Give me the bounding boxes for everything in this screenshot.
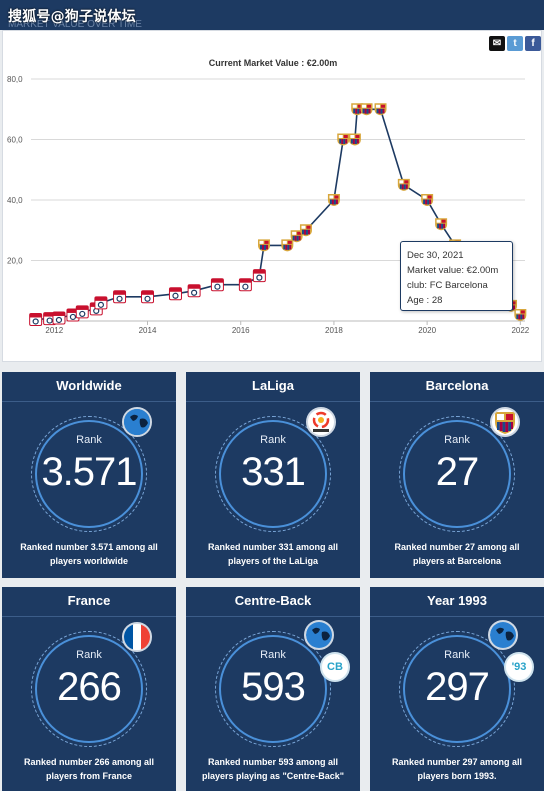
section-heading: MARKET VALUE OVER TIME <box>8 19 142 30</box>
laliga-logo-icon <box>306 407 336 437</box>
market-value-chart: 20,0 40,0 60,0 80,0 2012 2014 2016 2018 2020 2022 <box>7 75 530 335</box>
twitter-icon[interactable]: t <box>507 36 523 51</box>
chart-title: Current Market Value : €2.00m <box>208 58 338 68</box>
data-point <box>514 308 527 321</box>
x-tick-label: 2018 <box>325 326 343 335</box>
rank-ring <box>399 631 515 747</box>
data-point <box>52 311 66 325</box>
data-point <box>299 224 312 237</box>
rank-ring <box>31 631 147 747</box>
rank-ring <box>399 416 515 532</box>
data-point <box>348 133 361 146</box>
rank-card-worldwide: Worldwide Rank 3.571 Ranked number 3.571… <box>2 372 176 578</box>
data-point <box>327 194 340 206</box>
y-tick-label: 60,0 <box>7 136 23 145</box>
rank-ring <box>215 416 331 532</box>
data-point <box>94 296 108 310</box>
data-point <box>238 278 252 292</box>
y-tick-label: 40,0 <box>7 196 23 205</box>
position-badge: CB <box>320 652 350 682</box>
rank-description: Ranked number 266 among all players from… <box>23 757 155 781</box>
rank-value: 297 <box>425 665 490 709</box>
tooltip-market-value: Market value: €2.00m <box>407 265 499 276</box>
data-point <box>281 239 294 252</box>
france-flag-icon <box>122 622 152 652</box>
rank-card-barcelona: Barcelona Rank 27 Ranked number 27 among… <box>370 372 544 578</box>
data-point <box>421 194 434 206</box>
card-title: Worldwide <box>2 372 176 402</box>
barcelona-crest-icon <box>490 407 520 437</box>
rank-label: Rank <box>76 434 102 446</box>
x-tick-label: 2022 <box>511 326 529 335</box>
facebook-icon[interactable]: f <box>525 36 541 51</box>
watermark: 搜狐号@狗子说体坛 <box>8 9 136 25</box>
card-title: France <box>2 587 176 617</box>
rank-card-centre-back: Centre-Back Rank 593 CB Ranked number 59… <box>186 587 360 791</box>
rank-label: Rank <box>444 434 470 446</box>
rank-label: Rank <box>76 649 102 661</box>
top-banner: MARKET VALUE OVER TIME 搜狐号@狗子说体坛 <box>0 0 544 30</box>
data-point <box>29 312 43 326</box>
globe-icon <box>122 407 152 437</box>
chart-tooltip: Dec 30, 2021 Market value: €2.00m club: … <box>400 241 513 311</box>
market-value-chart-panel: ✉ t f Current Market Value : €2.00m 20,0… <box>2 30 542 362</box>
rank-value: 3.571 <box>41 450 137 494</box>
rank-card-france: France Rank 266 Ranked number 266 among … <box>2 587 176 791</box>
globe-icon <box>488 620 518 650</box>
card-title: Centre-Back <box>186 587 360 617</box>
tooltip-age: Age : 28 <box>407 295 443 306</box>
rank-description: Ranked number 331 among all players of t… <box>207 542 339 566</box>
rank-description: Ranked number 3.571 among all players wo… <box>20 542 158 566</box>
x-tick-label: 2016 <box>232 326 250 335</box>
year-badge: '93 <box>504 652 534 682</box>
data-point <box>113 290 127 304</box>
data-point <box>374 103 387 116</box>
data-point <box>351 103 364 116</box>
data-point <box>258 239 271 252</box>
rank-card-laliga: LaLiga Rank 331 Ranked number 331 among … <box>186 372 360 578</box>
data-point <box>435 218 448 231</box>
rank-label: Rank <box>260 649 286 661</box>
mail-icon[interactable]: ✉ <box>489 36 505 51</box>
tooltip-club: club: FC Barcelona <box>407 280 488 291</box>
data-point <box>360 103 373 116</box>
x-tick-label: 2012 <box>45 326 63 335</box>
data-point <box>252 269 266 283</box>
card-title: Year 1993 <box>370 587 544 617</box>
y-tick-label: 20,0 <box>7 257 23 266</box>
card-title: LaLiga <box>186 372 360 402</box>
data-point <box>168 287 182 301</box>
rank-value: 331 <box>241 450 306 494</box>
card-title: Barcelona <box>370 372 544 402</box>
data-point <box>141 290 155 304</box>
rank-ring <box>215 631 331 747</box>
rank-ring <box>31 416 147 532</box>
data-point <box>187 284 201 298</box>
rank-label: Rank <box>260 434 286 446</box>
globe-icon <box>304 620 334 650</box>
rank-description: Ranked number 593 among all players play… <box>201 757 345 781</box>
data-point <box>210 278 224 292</box>
rank-description: Ranked number 297 among all players born… <box>391 757 523 781</box>
tooltip-date: Dec 30, 2021 <box>407 250 464 261</box>
rank-value: 266 <box>57 665 122 709</box>
x-tick-label: 2020 <box>418 326 436 335</box>
data-point <box>75 305 89 319</box>
y-tick-label: 80,0 <box>7 75 23 84</box>
data-point <box>290 230 303 243</box>
rank-label: Rank <box>444 649 470 661</box>
rank-card-year-1993: Year 1993 Rank 297 '93 Ranked number 297… <box>370 587 544 791</box>
rank-value: 27 <box>435 450 480 494</box>
rank-description: Ranked number 27 among all players at Ba… <box>394 542 520 566</box>
data-point <box>397 178 410 191</box>
rank-value: 593 <box>241 665 306 709</box>
x-tick-label: 2014 <box>139 326 157 335</box>
data-point <box>337 133 350 146</box>
